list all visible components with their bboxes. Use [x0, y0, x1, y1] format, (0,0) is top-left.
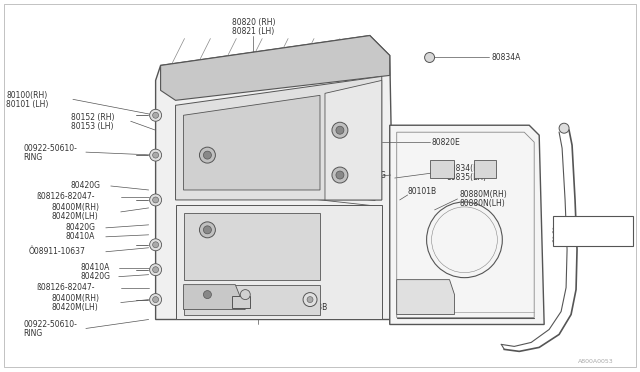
Text: 80834(RH): 80834(RH): [447, 164, 488, 173]
Polygon shape: [184, 213, 320, 280]
Circle shape: [332, 167, 348, 183]
Text: 80880M(RH): 80880M(RH): [460, 190, 508, 199]
Text: 80420M(LH): 80420M(LH): [51, 303, 98, 312]
Circle shape: [332, 122, 348, 138]
Circle shape: [424, 52, 435, 62]
Text: 80101B: 80101B: [408, 187, 436, 196]
Text: 80153 (LH): 80153 (LH): [71, 122, 113, 131]
Text: 80880N(LH): 80880N(LH): [460, 199, 505, 208]
Circle shape: [152, 296, 159, 302]
Text: 80410M: 80410M: [213, 295, 244, 304]
Text: 80420G: 80420G: [71, 182, 101, 190]
Circle shape: [150, 294, 161, 305]
Polygon shape: [184, 285, 320, 314]
Circle shape: [150, 194, 161, 206]
Circle shape: [150, 239, 161, 251]
Circle shape: [150, 264, 161, 276]
Circle shape: [336, 171, 344, 179]
Text: 80313B: 80313B: [298, 303, 327, 312]
Text: 80834A: 80834A: [492, 53, 521, 62]
Text: RING: RING: [23, 153, 42, 161]
Text: 80152 (RH): 80152 (RH): [71, 113, 115, 122]
Text: 80420M(LH): 80420M(LH): [51, 212, 98, 221]
Circle shape: [204, 226, 211, 234]
Bar: [429, 160, 454, 178]
Text: 80400M(RH): 80400M(RH): [51, 203, 99, 212]
Text: 80100(RH): 80100(RH): [6, 91, 47, 100]
Text: 80100H: 80100H: [278, 262, 308, 271]
Text: 80420G: 80420G: [238, 308, 268, 317]
FancyBboxPatch shape: [553, 216, 633, 246]
Text: 80101 (LH): 80101 (LH): [6, 100, 49, 109]
Circle shape: [152, 112, 159, 118]
Circle shape: [152, 152, 159, 158]
Circle shape: [204, 291, 211, 299]
Polygon shape: [184, 95, 320, 190]
Circle shape: [200, 286, 216, 302]
Polygon shape: [397, 280, 454, 314]
Text: 80400M(RH): 80400M(RH): [51, 294, 99, 303]
Circle shape: [150, 149, 161, 161]
Text: 00922-50610-: 00922-50610-: [23, 144, 77, 153]
Circle shape: [240, 290, 250, 299]
Bar: [232, 296, 250, 308]
Text: 80101G: 80101G: [357, 170, 387, 180]
Text: 80B31 (LH): 80B31 (LH): [552, 236, 595, 245]
Circle shape: [307, 296, 313, 302]
Polygon shape: [175, 76, 382, 200]
Text: 80420C: 80420C: [213, 265, 243, 274]
Circle shape: [152, 197, 159, 203]
Text: 80420G: 80420G: [66, 223, 96, 232]
Polygon shape: [161, 36, 390, 100]
Circle shape: [303, 293, 317, 307]
Text: 80B30 (RH): 80B30 (RH): [552, 227, 596, 236]
Text: A800A0053: A800A0053: [578, 359, 614, 364]
Circle shape: [152, 267, 159, 273]
Circle shape: [200, 147, 216, 163]
Circle shape: [200, 222, 216, 238]
Circle shape: [150, 109, 161, 121]
Text: Ô08911-10637: Ô08911-10637: [29, 247, 86, 256]
Text: ß08126-82047-: ß08126-82047-: [36, 192, 95, 202]
Text: 80410A: 80410A: [66, 232, 95, 241]
Polygon shape: [390, 125, 544, 324]
Text: 80410A: 80410A: [81, 263, 110, 272]
Bar: [474, 160, 497, 178]
Text: 80835(LH): 80835(LH): [447, 173, 486, 182]
Circle shape: [336, 126, 344, 134]
Text: 80420G: 80420G: [81, 272, 111, 281]
Circle shape: [559, 123, 569, 133]
Polygon shape: [325, 80, 382, 200]
Text: 80821 (LH): 80821 (LH): [232, 27, 275, 36]
Text: 80820E: 80820E: [431, 138, 460, 147]
Text: 80820 (RH): 80820 (RH): [232, 18, 275, 27]
Text: ß08126-82047-: ß08126-82047-: [36, 283, 95, 292]
Circle shape: [152, 242, 159, 248]
Polygon shape: [156, 36, 395, 320]
Text: RING: RING: [23, 329, 42, 338]
Text: 00922-50610-: 00922-50610-: [23, 320, 77, 329]
Circle shape: [204, 151, 211, 159]
Polygon shape: [184, 285, 245, 310]
Polygon shape: [175, 205, 382, 320]
